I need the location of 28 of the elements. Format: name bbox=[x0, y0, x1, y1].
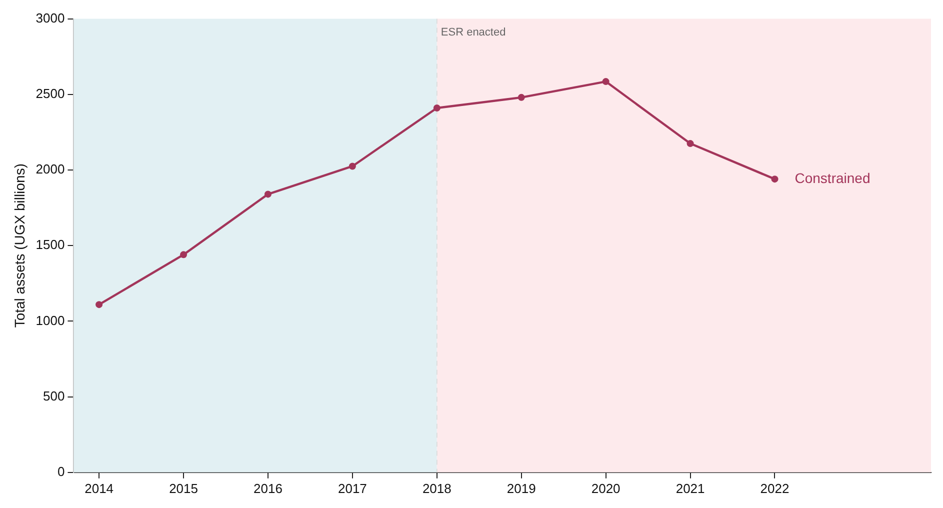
x-tick-label: 2015 bbox=[169, 480, 198, 496]
ref-line-label: ESR enacted bbox=[440, 26, 506, 38]
x-tick-label: 2017 bbox=[338, 480, 367, 496]
y-tick-label: 500 bbox=[43, 388, 65, 404]
point bbox=[433, 104, 440, 112]
x-tick-label: 2016 bbox=[254, 480, 282, 496]
point bbox=[180, 251, 188, 258]
x-tick-label: 2021 bbox=[676, 480, 705, 496]
x-tick-label: 2019 bbox=[506, 480, 536, 496]
y-tick-label: 2500 bbox=[36, 86, 65, 101]
x-tick-label: 2018 bbox=[422, 480, 452, 496]
y-tick-label: 1500 bbox=[36, 237, 65, 252]
y-tick-label: 2000 bbox=[36, 162, 65, 177]
point bbox=[348, 162, 356, 170]
point bbox=[771, 176, 778, 183]
y-tick-label: 0 bbox=[57, 464, 65, 479]
y-tick-label: 3000 bbox=[36, 10, 65, 26]
point bbox=[518, 94, 525, 101]
point bbox=[96, 301, 103, 308]
x-tick-label: 2014 bbox=[84, 480, 114, 496]
point bbox=[264, 190, 272, 198]
point bbox=[686, 140, 694, 148]
y-axis-title: Total assets (UGX billions) bbox=[11, 164, 28, 328]
y-tick-label: 1000 bbox=[36, 312, 65, 328]
x-tick-label: 2020 bbox=[591, 480, 620, 496]
series-label: Constrained bbox=[794, 170, 870, 186]
x-tick-label: 2022 bbox=[760, 480, 790, 496]
point bbox=[602, 78, 610, 86]
